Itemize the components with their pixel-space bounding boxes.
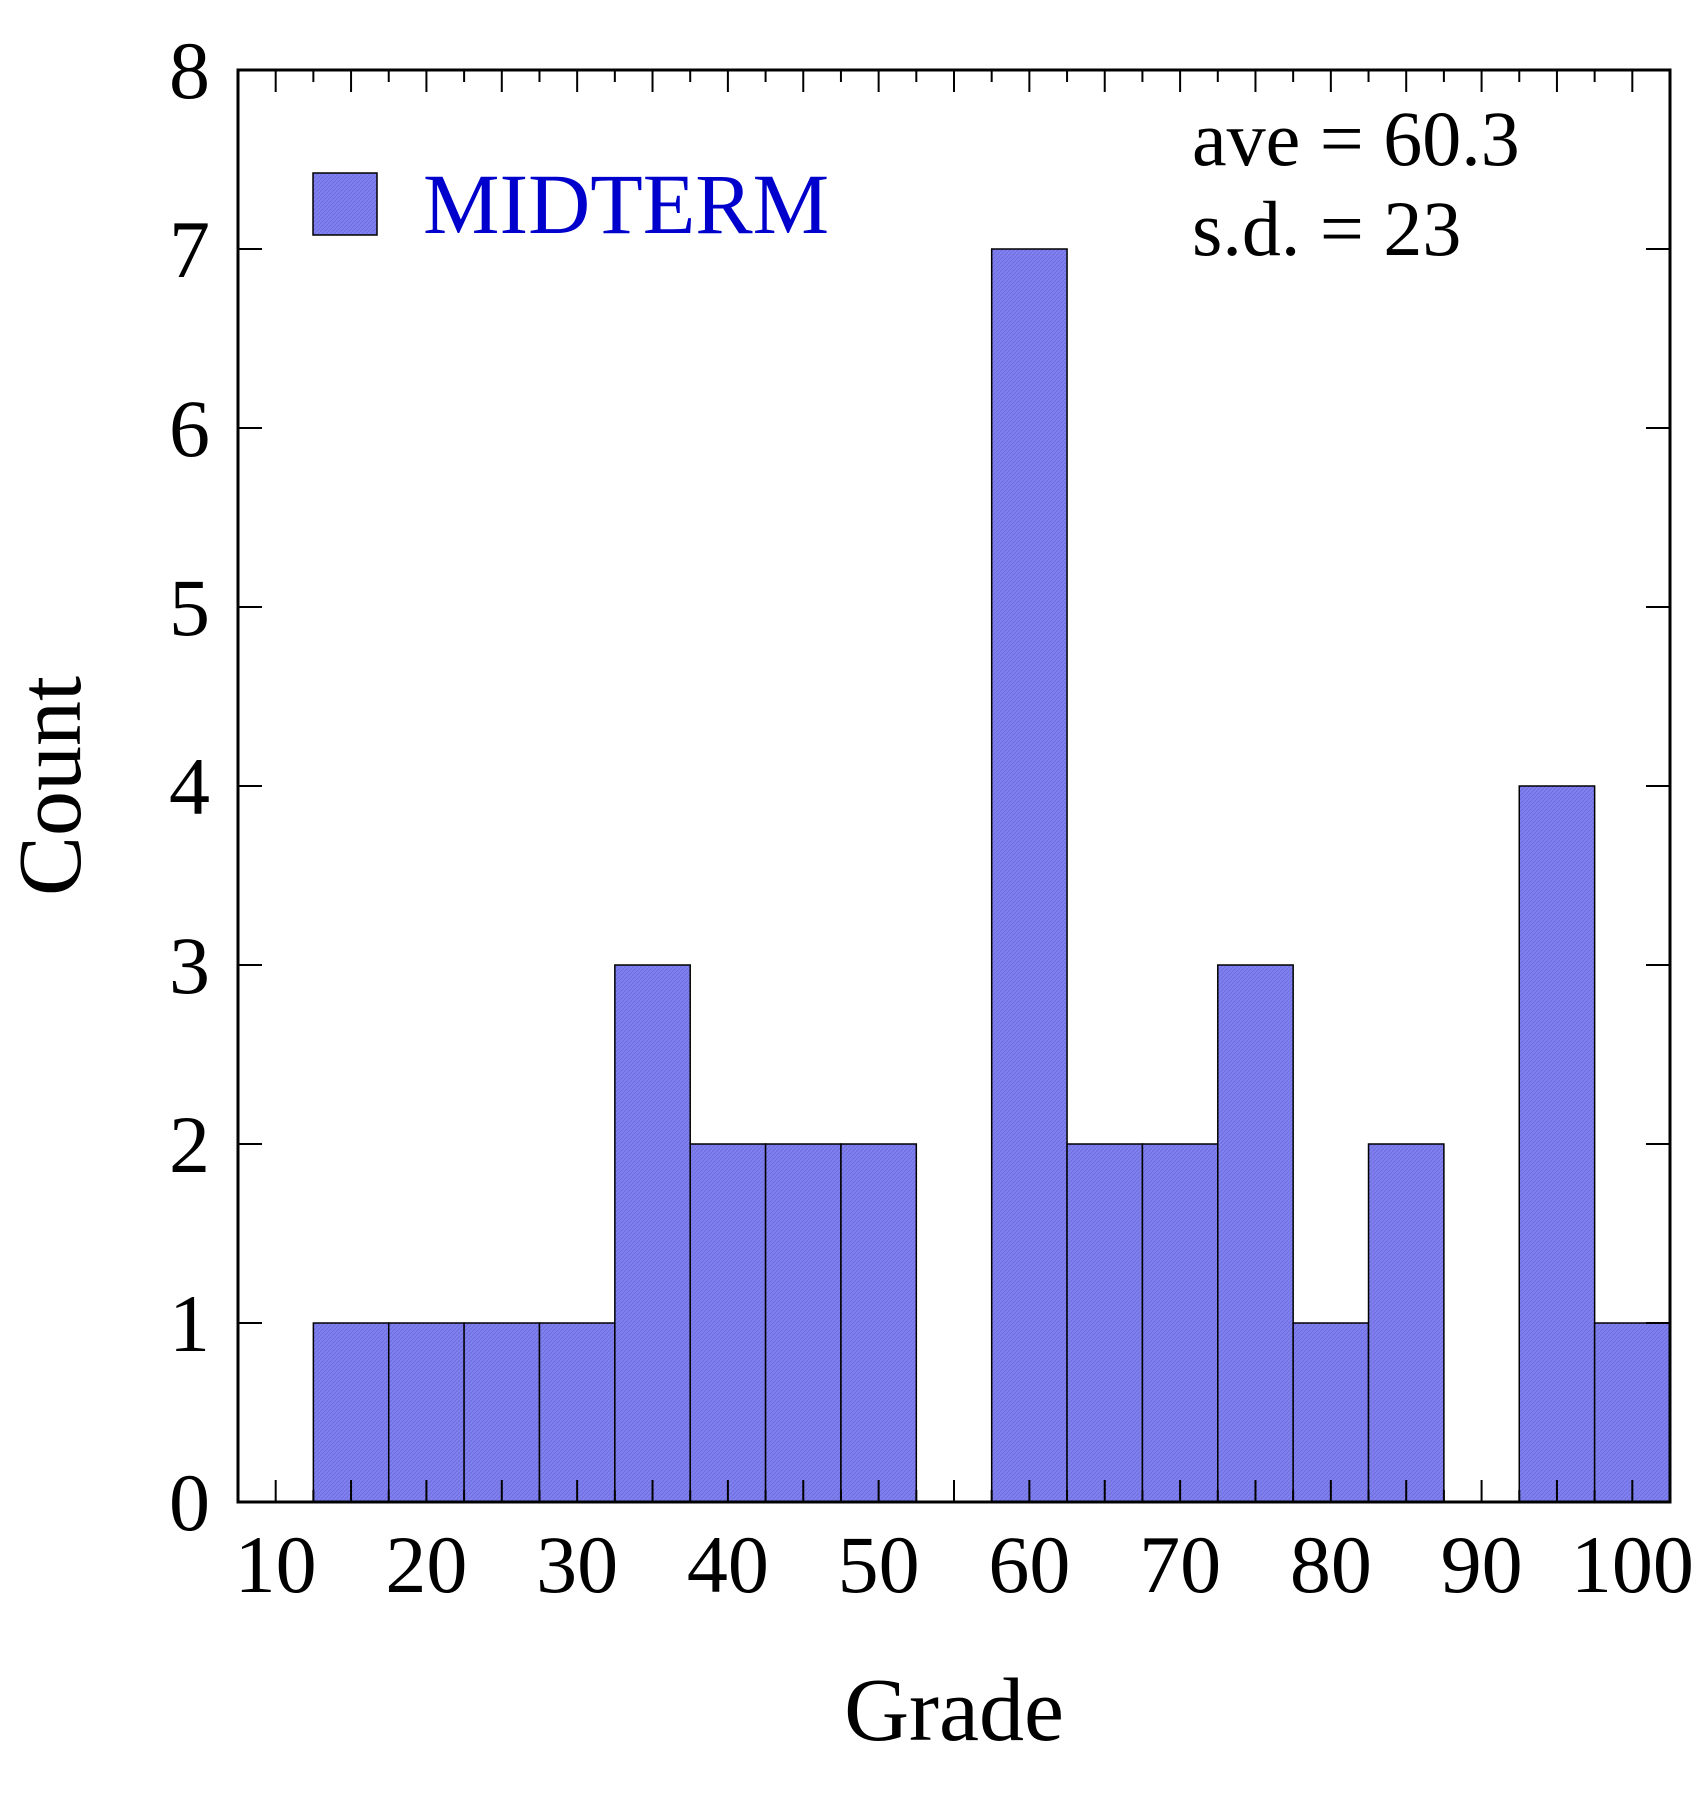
bar <box>387 1322 465 1503</box>
x-tick-label: 70 <box>1139 1519 1221 1610</box>
bar <box>1593 1322 1671 1503</box>
axis-ticks <box>238 69 1671 1503</box>
bar <box>463 1322 541 1503</box>
x-tick-label: 20 <box>385 1519 467 1610</box>
std-dev-annotation: s.d. = 23 <box>1192 185 1461 272</box>
y-axis-title: Count <box>1 676 100 896</box>
bars-layer <box>312 248 1671 1503</box>
bar <box>614 964 691 1503</box>
tick-labels: 10 20 30 40 50 60 70 80 90 100 0 1 2 3 4 5 6 7 8 <box>169 25 1694 1610</box>
x-tick-label: 100 <box>1571 1519 1694 1610</box>
x-axis-title: Grade <box>844 1661 1064 1760</box>
y-tick-label: 5 <box>169 562 210 653</box>
y-tick-label: 6 <box>169 383 210 474</box>
bar <box>764 1143 842 1503</box>
legend-swatch <box>312 172 378 236</box>
bar <box>1292 1322 1370 1503</box>
y-tick-label: 0 <box>169 1457 210 1548</box>
bar <box>312 1322 390 1503</box>
bar <box>1367 1143 1445 1503</box>
x-tick-label: 10 <box>235 1519 317 1610</box>
x-tick-label: 50 <box>838 1519 920 1610</box>
bar <box>1066 1143 1144 1503</box>
x-tick-label: 60 <box>988 1519 1070 1610</box>
x-tick-label: 80 <box>1290 1519 1372 1610</box>
plot-border <box>236 68 1672 1504</box>
x-tick-label: 90 <box>1441 1519 1523 1610</box>
average-annotation: ave = 60.3 <box>1192 95 1520 182</box>
x-tick-label: 40 <box>687 1519 769 1610</box>
legend: MIDTERM <box>312 156 829 252</box>
y-tick-label: 1 <box>169 1278 210 1369</box>
y-tick-label: 7 <box>169 204 210 295</box>
y-tick-label: 8 <box>169 25 210 116</box>
bar <box>990 248 1068 1503</box>
plot-frame <box>236 68 1672 1504</box>
bar <box>1141 1143 1219 1503</box>
x-tick-label: 30 <box>536 1519 618 1610</box>
y-tick-label: 4 <box>169 741 210 832</box>
y-tick-label: 2 <box>169 1099 210 1190</box>
bar <box>538 1322 616 1503</box>
bar <box>840 1143 918 1503</box>
bar <box>1518 785 1596 1503</box>
bar <box>1217 964 1294 1503</box>
bar <box>689 1143 767 1503</box>
y-tick-label: 3 <box>169 920 210 1011</box>
legend-label: MIDTERM <box>423 156 829 252</box>
